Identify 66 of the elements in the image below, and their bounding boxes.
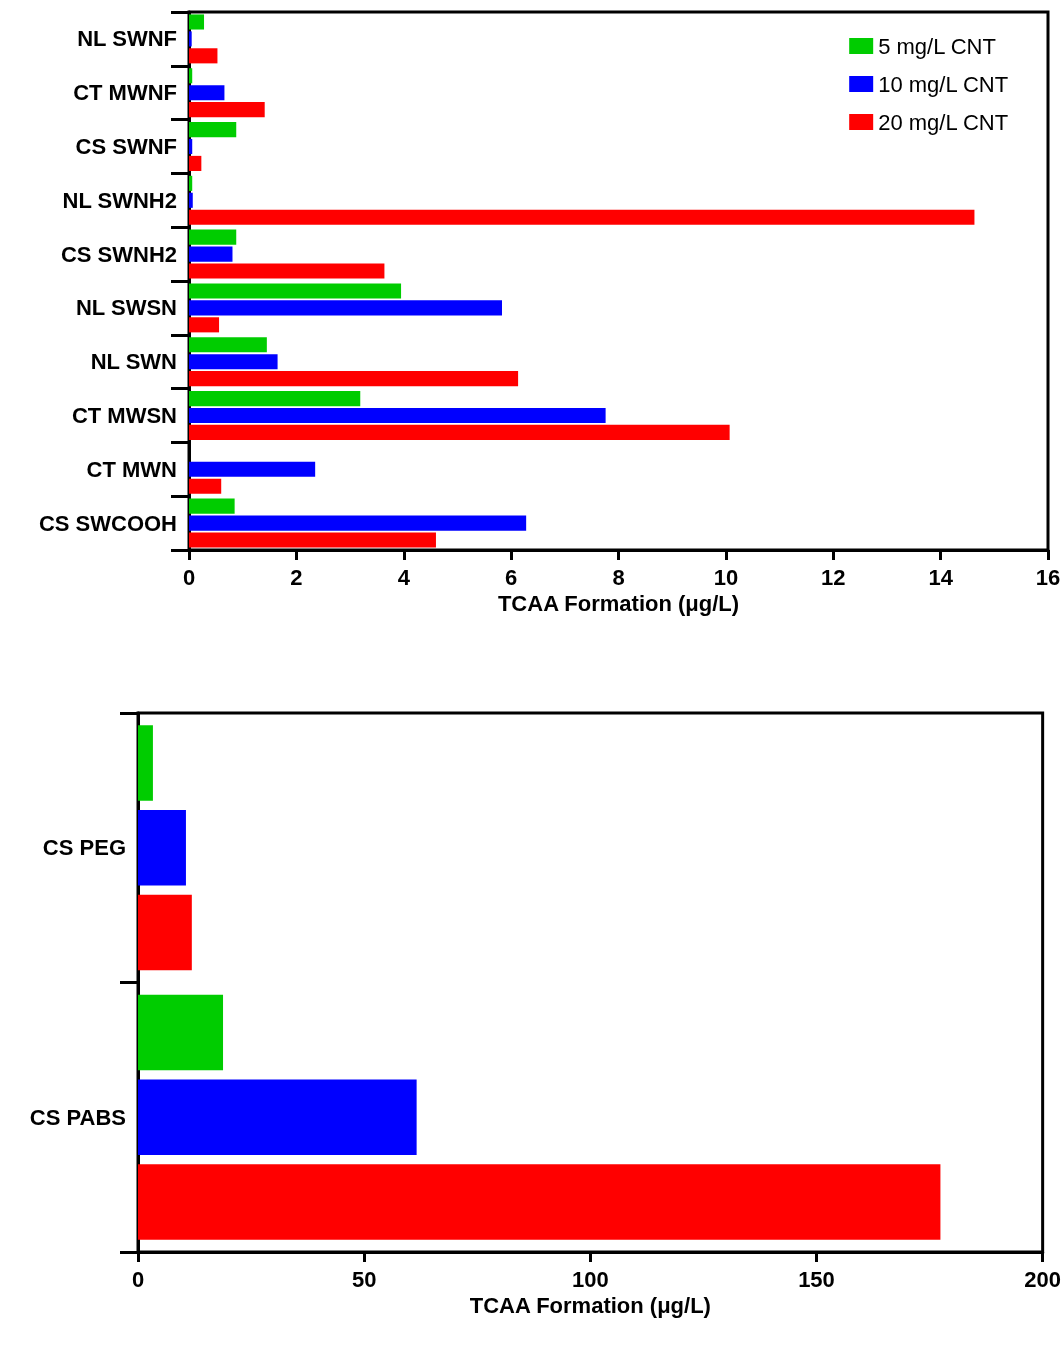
bar xyxy=(189,246,233,262)
bar xyxy=(189,263,385,279)
legend-label: 5 mg/L CNT xyxy=(878,33,996,59)
y-tick-label: CS PEG xyxy=(42,835,126,861)
x-tick-label: 100 xyxy=(571,1266,609,1292)
y-tick-label: NL SWNF xyxy=(77,26,177,52)
bar xyxy=(189,371,519,387)
x-tick-label: 200 xyxy=(1024,1266,1062,1292)
bar xyxy=(189,209,975,225)
bar xyxy=(189,175,193,191)
bar xyxy=(189,14,205,30)
legend-label: 20 mg/L CNT xyxy=(878,109,1009,135)
bar xyxy=(189,300,502,316)
x-tick-label: 10 xyxy=(713,564,739,590)
y-tick-label: CS SWNH2 xyxy=(60,241,177,267)
bar xyxy=(138,894,192,971)
x-axis-title: TCAA Formation (μg/L) xyxy=(497,591,740,617)
bar xyxy=(189,31,192,47)
y-tick-label: NL SWNH2 xyxy=(62,187,177,213)
x-tick-label: 14 xyxy=(928,564,954,590)
bar xyxy=(138,725,153,801)
bar xyxy=(189,515,527,531)
bar xyxy=(189,354,278,370)
bar xyxy=(189,498,235,514)
bar xyxy=(138,1164,941,1240)
x-tick-label: 12 xyxy=(821,564,846,590)
bar xyxy=(189,192,193,208)
x-tick-label: 50 xyxy=(351,1266,377,1292)
bar xyxy=(189,138,193,155)
x-tick-label: 2 xyxy=(290,564,303,590)
y-tick-label: NL SWN xyxy=(90,349,177,375)
bar xyxy=(189,424,730,440)
y-tick-label: NL SWSN xyxy=(75,295,177,321)
bar xyxy=(189,317,220,333)
bar xyxy=(189,122,237,138)
bar xyxy=(189,48,218,64)
bar xyxy=(189,391,361,407)
y-tick-label: CS SWCOOH xyxy=(38,510,177,536)
bar xyxy=(138,994,224,1071)
x-tick-label: 0 xyxy=(131,1266,145,1292)
legend-label: 10 mg/L CNT xyxy=(878,71,1009,97)
x-tick-label: 4 xyxy=(397,564,411,590)
bar xyxy=(189,102,265,118)
bar xyxy=(189,68,193,84)
y-tick-label: CS PABS xyxy=(29,1104,126,1130)
x-tick-label: 0 xyxy=(182,564,196,590)
bar xyxy=(189,532,436,548)
y-tick-label: CT MWN xyxy=(86,456,177,482)
x-tick-label: 6 xyxy=(505,564,518,590)
y-tick-label: CT MWSN xyxy=(71,403,177,428)
bar xyxy=(189,85,225,101)
bar xyxy=(189,478,222,494)
bar xyxy=(189,407,606,424)
bar xyxy=(138,809,186,886)
x-tick-label: 150 xyxy=(798,1266,835,1292)
y-tick-label: CT MWNF xyxy=(73,80,177,106)
bar xyxy=(189,229,237,245)
bar xyxy=(189,337,267,353)
bar xyxy=(189,283,402,299)
bar xyxy=(189,461,316,477)
bar xyxy=(189,155,202,171)
y-tick-label: CS SWNF xyxy=(75,134,177,159)
x-axis-title: TCAA Formation (μg/L) xyxy=(469,1293,711,1319)
x-tick-label: 16 xyxy=(1035,564,1061,590)
x-tick-label: 8 xyxy=(612,564,625,590)
bar xyxy=(138,1079,417,1156)
